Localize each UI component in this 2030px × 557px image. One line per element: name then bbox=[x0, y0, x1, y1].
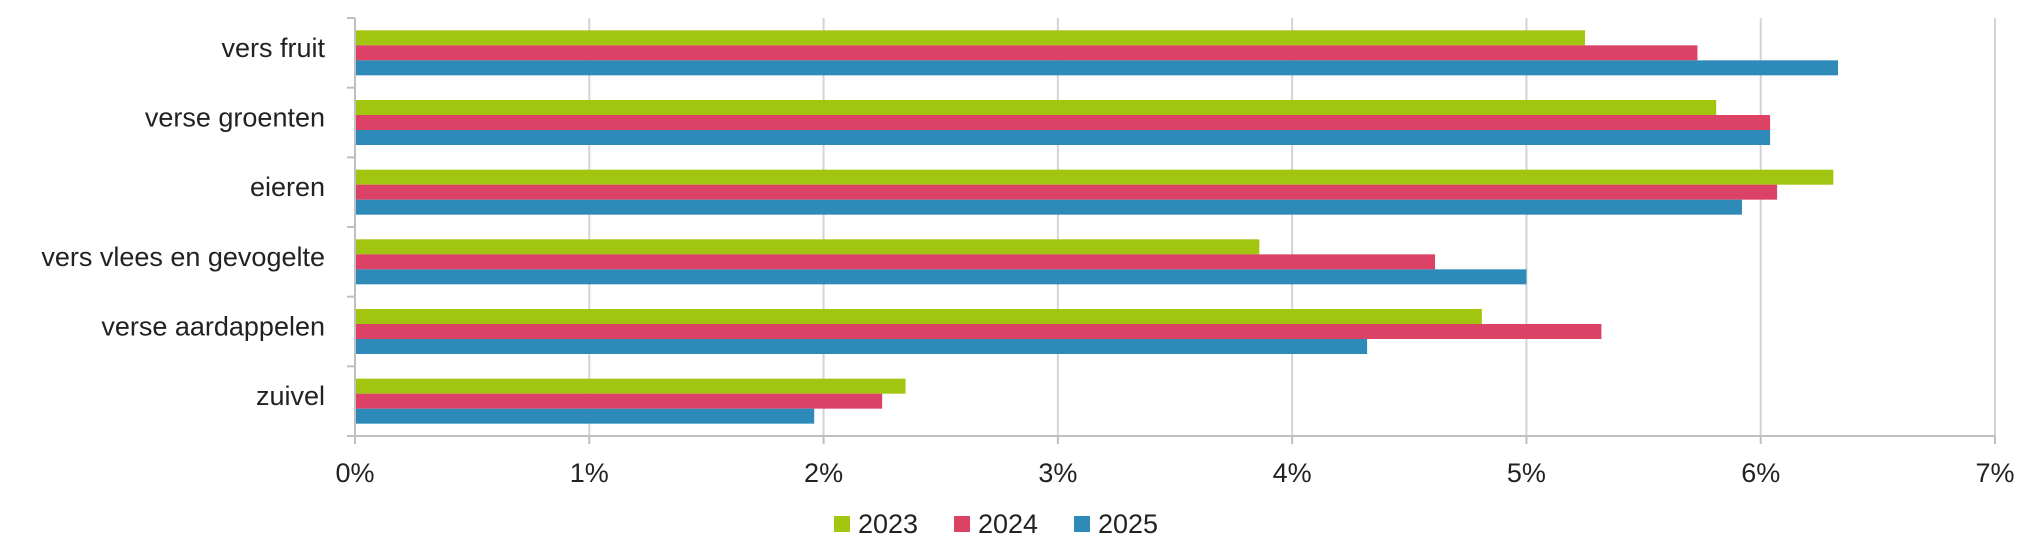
x-tick-label: 1% bbox=[570, 458, 609, 488]
bar bbox=[356, 269, 1527, 285]
bar bbox=[356, 309, 1482, 324]
bar bbox=[356, 393, 883, 409]
bar bbox=[356, 324, 1602, 339]
bar bbox=[356, 408, 815, 424]
bar bbox=[356, 30, 1585, 46]
legend: 2023 2024 2025 bbox=[834, 509, 1158, 539]
x-tick-label: 5% bbox=[1507, 458, 1546, 488]
x-tick-label: 7% bbox=[1975, 458, 2014, 488]
gridlines bbox=[588, 18, 1996, 436]
legend-label: 2023 bbox=[858, 509, 918, 539]
x-tick-label: 3% bbox=[1038, 458, 1077, 488]
category-label: zuivel bbox=[256, 381, 325, 411]
legend-label: 2024 bbox=[978, 509, 1038, 539]
category-label: verse groenten bbox=[145, 103, 325, 133]
bar bbox=[356, 339, 1368, 354]
category-label: vers vlees en gevogelte bbox=[41, 242, 325, 272]
bar bbox=[356, 184, 1778, 200]
legend-swatch bbox=[834, 516, 850, 532]
category-label: verse aardappelen bbox=[101, 312, 325, 342]
bar bbox=[356, 130, 1771, 145]
bar bbox=[356, 115, 1771, 130]
bar bbox=[356, 199, 1742, 215]
legend-swatch bbox=[954, 516, 970, 532]
bar bbox=[356, 378, 906, 394]
x-tick-label: 0% bbox=[335, 458, 374, 488]
category-labels: vers fruit verse groenten eieren vers vlees… bbox=[41, 33, 325, 411]
legend-swatch bbox=[1074, 516, 1090, 532]
bar bbox=[356, 100, 1717, 115]
tick-labels: 0% 1% 2% 3% 4% 5% 6% 7% bbox=[335, 458, 2014, 488]
category-label: eieren bbox=[250, 172, 325, 202]
x-tick-label: 6% bbox=[1741, 458, 1780, 488]
bar bbox=[356, 239, 1260, 255]
bar bbox=[356, 60, 1839, 76]
category-label: vers fruit bbox=[221, 33, 325, 63]
axes bbox=[347, 17, 1996, 444]
bar bbox=[356, 254, 1436, 270]
bar bbox=[356, 169, 1834, 185]
bar bbox=[356, 45, 1698, 61]
x-tick-label: 4% bbox=[1273, 458, 1312, 488]
legend-label: 2025 bbox=[1098, 509, 1158, 539]
bars bbox=[356, 30, 1839, 424]
x-tick-label: 2% bbox=[804, 458, 843, 488]
